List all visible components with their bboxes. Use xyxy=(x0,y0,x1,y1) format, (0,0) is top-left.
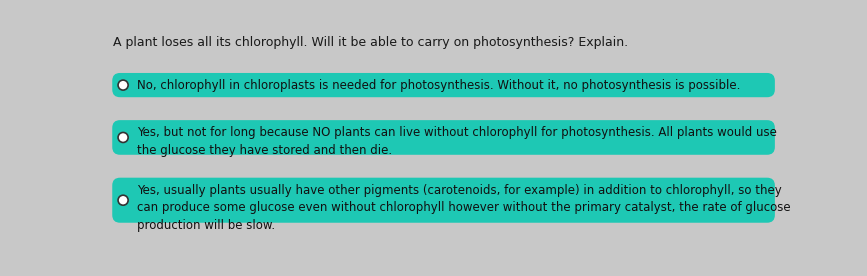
Circle shape xyxy=(118,132,128,142)
FancyBboxPatch shape xyxy=(112,73,775,97)
Text: No, chlorophyll in chloroplasts is needed for photosynthesis. Without it, no pho: No, chlorophyll in chloroplasts is neede… xyxy=(137,79,740,92)
FancyBboxPatch shape xyxy=(112,178,775,223)
Circle shape xyxy=(118,195,128,205)
Circle shape xyxy=(118,80,128,90)
Text: Yes, but not for long because NO plants can live without chlorophyll for photosy: Yes, but not for long because NO plants … xyxy=(137,126,777,157)
Text: Yes, usually plants usually have other pigments (carotenoids, for example) in ad: Yes, usually plants usually have other p… xyxy=(137,184,791,232)
Text: A plant loses all its chlorophyll. Will it be able to carry on photosynthesis? E: A plant loses all its chlorophyll. Will … xyxy=(113,36,629,49)
FancyBboxPatch shape xyxy=(112,120,775,155)
